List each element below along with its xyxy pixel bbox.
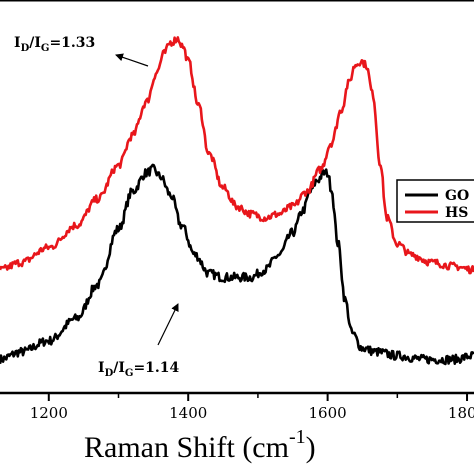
annotation-hs-arrow xyxy=(115,53,149,67)
series-layer xyxy=(0,36,474,366)
x-axis-title: Raman Shift (cm-1) xyxy=(84,426,316,464)
legend-box xyxy=(396,179,474,223)
x-tick-label: 1600 xyxy=(309,404,347,422)
x-tick-layer: 1200 1400 1600 1800 xyxy=(30,393,474,422)
x-tick-label: 1200 xyxy=(30,404,68,422)
legend-label-hs: HS xyxy=(445,205,468,221)
x-tick-label: 1800 xyxy=(448,404,474,422)
legend-label-go: GO xyxy=(445,188,469,204)
annotation-go-ratio: ID/IG=1.14 xyxy=(98,360,180,379)
series-line-hs xyxy=(0,36,474,275)
annotation-hs-ratio: ID/IG=1.33 xyxy=(14,35,95,54)
legend: GO HS xyxy=(396,179,474,223)
series-line-go xyxy=(0,163,474,366)
annotation-go-arrow xyxy=(157,303,179,346)
x-tick-label: 1400 xyxy=(169,404,207,422)
